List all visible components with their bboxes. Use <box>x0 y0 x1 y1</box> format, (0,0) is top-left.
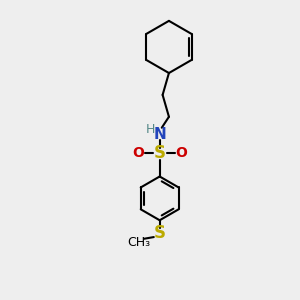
Text: N: N <box>153 128 166 142</box>
Text: CH₃: CH₃ <box>127 236 150 249</box>
Text: O: O <box>175 146 187 160</box>
Text: S: S <box>154 224 166 242</box>
Text: H: H <box>146 123 155 136</box>
Text: O: O <box>133 146 145 160</box>
Text: S: S <box>154 144 166 162</box>
